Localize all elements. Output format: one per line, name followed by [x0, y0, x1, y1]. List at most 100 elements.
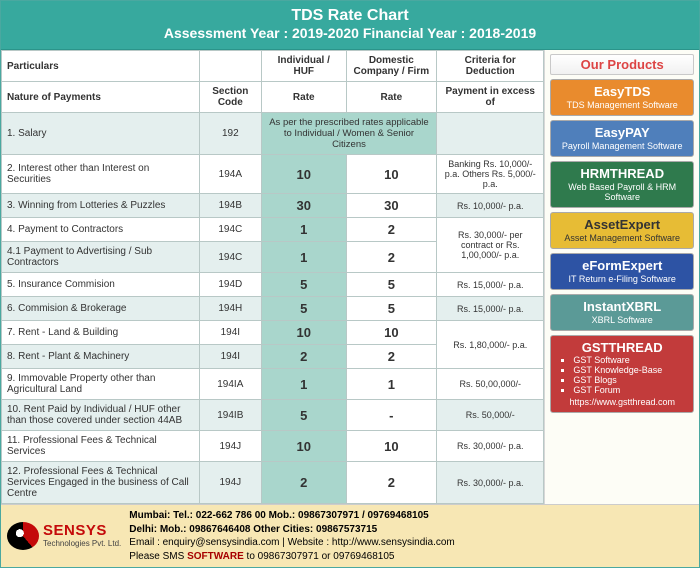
cell-nature: 4.1 Payment to Advertising / Sub Contrac… — [2, 242, 200, 273]
cell-rate-domestic: 2 — [346, 218, 436, 242]
cell-criteria — [437, 113, 544, 155]
table-row: 10. Rent Paid by Individual / HUF other … — [2, 400, 544, 431]
cell-nature: 5. Insurance Commision — [2, 273, 200, 297]
cell-nature: 12. Professional Fees & Technical Servic… — [2, 462, 200, 504]
product-name: InstantXBRL — [555, 299, 689, 314]
product-name: EasyPAY — [555, 125, 689, 140]
product-card[interactable]: HRMTHREADWeb Based Payroll & HRM Softwar… — [550, 161, 694, 208]
cell-rate-individual: 2 — [261, 345, 346, 369]
header-title: TDS Rate Chart — [1, 7, 699, 25]
cell-nature: 7. Rent - Land & Building — [2, 321, 200, 345]
cell-nature: 9. Immovable Property other than Agricul… — [2, 369, 200, 400]
gst-feature: GST Forum — [573, 385, 689, 395]
table-row: 5. Insurance Commision194D55Rs. 15,000/-… — [2, 273, 544, 297]
header-banner: TDS Rate Chart Assessment Year : 2019-20… — [1, 1, 699, 50]
product-name: eFormExpert — [555, 258, 689, 273]
cell-criteria: Rs. 15,000/- p.a. — [437, 297, 544, 321]
cell-rate-domestic: 1 — [346, 369, 436, 400]
product-desc: Asset Management Software — [555, 233, 689, 243]
cell-nature: 2. Interest other than Interest on Secur… — [2, 155, 200, 194]
cell-rate-individual: 30 — [261, 194, 346, 218]
cell-rate-individual: 10 — [261, 321, 346, 345]
cell-criteria: Rs. 50,000/- — [437, 400, 544, 431]
col-section: Section Code — [199, 82, 261, 113]
product-card[interactable]: EasyPAYPayroll Management Software — [550, 120, 694, 157]
cell-criteria: Rs. 30,000/- p.a. — [437, 462, 544, 504]
product-name: AssetExpert — [555, 217, 689, 232]
cell-section: 194A — [199, 155, 261, 194]
cell-criteria: Rs. 15,000/- p.a. — [437, 273, 544, 297]
gst-feature-list: GST SoftwareGST Knowledge-BaseGST BlogsG… — [555, 355, 689, 395]
product-name: GSTTHREAD — [555, 340, 689, 355]
cell-section: 194I — [199, 321, 261, 345]
cell-section: 194J — [199, 462, 261, 504]
cell-nature: 4. Payment to Contractors — [2, 218, 200, 242]
page-root: TDS Rate Chart Assessment Year : 2019-20… — [0, 0, 700, 568]
gst-url[interactable]: https://www.gstthread.com — [555, 397, 689, 407]
gst-feature: GST Knowledge-Base — [573, 365, 689, 375]
footer-bar: SENSYS Technologies Pvt. Ltd. Mumbai: Te… — [1, 504, 699, 567]
contact-email[interactable]: Email : enquiry@sensysindia.com | Websit… — [129, 536, 693, 550]
product-card[interactable]: AssetExpertAsset Management Software — [550, 212, 694, 249]
cell-nature: 1. Salary — [2, 113, 200, 155]
header-subtitle: Assessment Year : 2019-2020 Financial Ye… — [1, 25, 699, 41]
contact-sms: Please SMS SOFTWARE to 09867307971 or 09… — [129, 550, 693, 564]
brand-text: SENSYS Technologies Pvt. Ltd. — [43, 523, 121, 548]
cell-nature: 3. Winning from Lotteries & Puzzles — [2, 194, 200, 218]
table-row: 7. Rent - Land & Building194I1010Rs. 1,8… — [2, 321, 544, 345]
cell-section: 194C — [199, 218, 261, 242]
cell-section: 194IB — [199, 400, 261, 431]
brand-logo: SENSYS Technologies Pvt. Ltd. — [7, 522, 121, 550]
gst-feature: GST Software — [573, 355, 689, 365]
rate-table: Particulars Individual / HUF Domestic Co… — [1, 50, 544, 504]
gst-feature: GST Blogs — [573, 375, 689, 385]
cell-rate-individual: 5 — [261, 297, 346, 321]
cell-rate-domestic: 2 — [346, 345, 436, 369]
cell-section: 194H — [199, 297, 261, 321]
product-desc: Web Based Payroll & HRM Software — [555, 182, 689, 202]
cell-rate-individual: 10 — [261, 155, 346, 194]
contact-delhi: Delhi: Mob.: 09867646408 Other Cities: 0… — [129, 523, 693, 537]
cell-rate-domestic: 30 — [346, 194, 436, 218]
product-card[interactable]: EasyTDSTDS Management Software — [550, 79, 694, 116]
cell-section: 194I — [199, 345, 261, 369]
cell-criteria: Rs. 30,000/- p.a. — [437, 431, 544, 462]
col-spacer — [199, 51, 261, 82]
cell-criteria: Rs. 10,000/- p.a. — [437, 194, 544, 218]
cell-nature: 11. Professional Fees & Technical Servic… — [2, 431, 200, 462]
col-rate2: Rate — [346, 82, 436, 113]
product-card[interactable]: eFormExpertIT Return e-Filing Software — [550, 253, 694, 290]
col-nature: Nature of Payments — [2, 82, 200, 113]
cell-rate-domestic: - — [346, 400, 436, 431]
cell-rate-domestic: 10 — [346, 155, 436, 194]
cell-rate-individual: 10 — [261, 431, 346, 462]
table-row: 4. Payment to Contractors194C12Rs. 30,00… — [2, 218, 544, 242]
cell-rate-domestic: 5 — [346, 273, 436, 297]
cell-section: 194B — [199, 194, 261, 218]
product-desc: TDS Management Software — [555, 100, 689, 110]
cell-rate-individual: 1 — [261, 369, 346, 400]
table-row: 3. Winning from Lotteries & Puzzles194B3… — [2, 194, 544, 218]
product-name: HRMTHREAD — [555, 166, 689, 181]
cell-section: 194D — [199, 273, 261, 297]
cell-criteria: Rs. 50,00,000/- — [437, 369, 544, 400]
product-name: EasyTDS — [555, 84, 689, 99]
cell-nature: 8. Rent - Plant & Machinery — [2, 345, 200, 369]
cell-rate-note: As per the prescribed rates applicable t… — [261, 113, 436, 155]
cell-section: 194IA — [199, 369, 261, 400]
cell-rate-domestic: 2 — [346, 242, 436, 273]
cell-section: 194C — [199, 242, 261, 273]
product-gstthread[interactable]: GSTTHREAD GST SoftwareGST Knowledge-Base… — [550, 335, 694, 413]
cell-criteria: Rs. 30,000/- per contract or Rs. 1,00,00… — [437, 218, 544, 273]
col-domestic: Domestic Company / Firm — [346, 51, 436, 82]
brand-name: SENSYS — [43, 523, 121, 540]
sidebar-title: Our Products — [550, 54, 694, 75]
cell-nature: 10. Rent Paid by Individual / HUF other … — [2, 400, 200, 431]
product-card[interactable]: InstantXBRLXBRL Software — [550, 294, 694, 331]
product-desc: IT Return e-Filing Software — [555, 274, 689, 284]
cell-rate-individual: 5 — [261, 400, 346, 431]
cell-criteria: Banking Rs. 10,000/- p.a. Others Rs. 5,0… — [437, 155, 544, 194]
swirl-icon — [7, 522, 39, 550]
table-row: 12. Professional Fees & Technical Servic… — [2, 462, 544, 504]
col-rate1: Rate — [261, 82, 346, 113]
